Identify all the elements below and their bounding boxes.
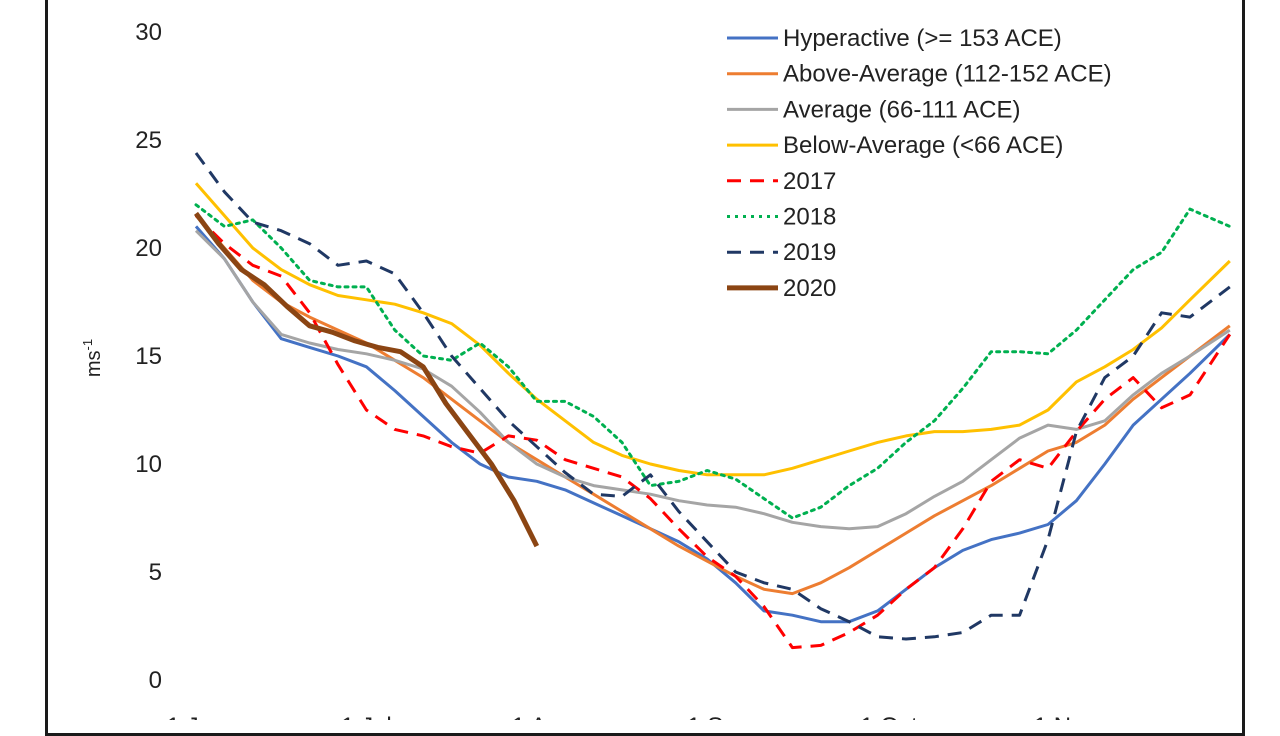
x-tick-label: 1 Jun xyxy=(167,713,226,720)
series-line-2020 xyxy=(193,211,540,548)
series-line-hyperactive-153-ace xyxy=(194,225,1231,624)
legend-label: 2020 xyxy=(783,275,836,302)
y-axis-title-exponent: -1 xyxy=(80,339,95,351)
y-tick-label: 15 xyxy=(135,343,162,370)
x-tick-label: 1 Nov xyxy=(1034,713,1097,720)
legend-label: Above-Average (112-152 ACE) xyxy=(783,61,1112,88)
legend-label: 2018 xyxy=(783,204,836,231)
series-line-2019 xyxy=(194,152,1231,641)
legend-label: 2017 xyxy=(783,168,836,195)
y-tick-label: 5 xyxy=(149,559,162,586)
series-line-above-average-112-152-ace xyxy=(194,214,1231,596)
y-tick-label: 25 xyxy=(135,127,162,154)
y-tick-label: 0 xyxy=(149,667,162,694)
y-axis: 0 5 10 15 20 25 30 xyxy=(135,19,162,694)
x-tick-label: 1 Sep xyxy=(687,713,750,720)
x-tick-label: 1 Jul xyxy=(341,713,392,720)
y-tick-label: 20 xyxy=(135,235,162,262)
x-tick-label: 1 Oct xyxy=(860,713,918,720)
series-line-average-66-111-ace xyxy=(194,229,1231,531)
legend-label: Hyperactive (>= 153 ACE) xyxy=(783,25,1062,52)
legend: Hyperactive (>= 153 ACE) Above-Average (1… xyxy=(727,25,1112,302)
y-axis-title-unit: ms xyxy=(83,350,105,377)
y-tick-label: 10 xyxy=(135,451,162,478)
legend-label: Below-Average (<66 ACE) xyxy=(783,132,1063,159)
y-axis-title: ms-1 xyxy=(80,339,105,377)
legend-label: Average (66-111 ACE) xyxy=(783,96,1020,123)
series-line-below-average-66-ace xyxy=(194,182,1231,477)
series-line-2018 xyxy=(194,203,1232,520)
y-tick-label: 30 xyxy=(135,19,162,46)
legend-label: 2019 xyxy=(783,239,836,266)
x-axis: 1 Jun 1 Jul 1 Aug 1 Sep 1 Oct 1 Nov xyxy=(167,713,1097,720)
series-lines xyxy=(193,152,1232,650)
series-line-2017 xyxy=(194,214,1232,650)
x-tick-label: 1 Aug xyxy=(512,713,573,720)
